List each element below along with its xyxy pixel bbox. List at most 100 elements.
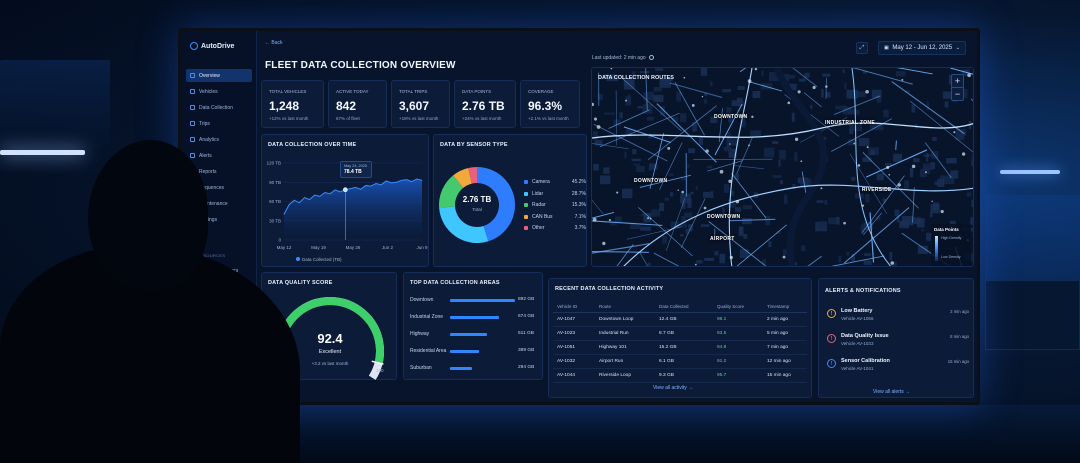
sidebar-item-alerts[interactable]: Alerts — [186, 149, 252, 162]
zoom-out-button[interactable]: − — [954, 89, 961, 99]
kpi-card[interactable]: Coverage 96.3% +2.1% vs last month — [520, 80, 580, 128]
area-bar — [450, 367, 472, 370]
city-block — [703, 99, 708, 104]
city-block — [862, 157, 872, 163]
legend-item[interactable]: Radar 15.3% — [524, 202, 586, 208]
nav-icon — [190, 137, 195, 142]
data-point-node — [596, 125, 601, 129]
table-row[interactable]: AV-1044 Riverside Loop 9.3 GB 95.7 15 min ag… — [553, 369, 807, 383]
city-block — [789, 75, 795, 79]
kpi-change: 67% of fleet — [336, 116, 360, 121]
legend-item[interactable]: Lidar 28.7% — [524, 191, 586, 197]
donut-slice-lidar[interactable] — [439, 206, 489, 243]
date-range-picker[interactable]: ▣ May 12 - Jun 12, 2025 ⌄ — [878, 41, 966, 55]
routes-map-canvas[interactable] — [592, 68, 974, 267]
view-all-alerts-link[interactable]: View all alerts → — [873, 389, 911, 395]
city-block — [942, 91, 952, 99]
sidebar-item-label: Analytics — [199, 136, 220, 143]
alerts-title: ALERTS & NOTIFICATIONS — [825, 288, 901, 294]
city-block — [776, 231, 781, 234]
route-segment — [638, 207, 693, 257]
kpi-card[interactable]: Active Today 842 67% of fleet — [328, 80, 387, 128]
alert-item[interactable]: ! Low Battery Vehicle AV-1056 2 min ago — [825, 307, 969, 327]
table-row[interactable]: AV-1023 Industrial Run 8.7 GB 93.5 5 min ago — [553, 327, 807, 341]
city-block — [930, 203, 940, 214]
chevron-down-icon: ⌄ — [955, 45, 960, 51]
area-row[interactable]: Residential Area 389 GB — [410, 348, 538, 356]
city-block — [904, 180, 910, 189]
sidebar-item-vehicles[interactable]: Vehicles — [186, 85, 252, 98]
city-block — [865, 193, 870, 203]
city-block — [681, 177, 687, 181]
kpi-change: +18% vs last month — [399, 116, 439, 121]
table-header-row: Vehicle ID Route Data Collected Quality Sco… — [553, 301, 807, 313]
data-point — [380, 184, 382, 186]
city-block — [743, 234, 748, 239]
city-block — [619, 112, 623, 119]
city-block — [809, 105, 813, 109]
app-brand[interactable]: AutoDrive — [190, 42, 234, 50]
legend-item[interactable]: Camera 45.2% — [524, 179, 586, 185]
table-row[interactable]: AV-1051 Highway 101 15.2 GB 94.8 7 min ago — [553, 341, 807, 355]
routes-map[interactable]: DATA COLLECTION ROUTES DOWNTOWN INDUSTRI… — [591, 67, 974, 267]
sidebar-item-data-collection[interactable]: Data Collection — [186, 101, 252, 114]
column-header[interactable]: Vehicle ID — [557, 304, 578, 309]
city-block — [860, 224, 865, 235]
sensor-donut-chart[interactable] — [434, 135, 524, 268]
area-bar — [450, 316, 500, 319]
city-block — [681, 215, 687, 226]
area-row[interactable]: Suburban 294 GB — [410, 365, 538, 373]
city-block — [942, 177, 955, 185]
city-block — [762, 259, 767, 265]
route-segment — [803, 92, 822, 108]
back-link[interactable]: ← Back — [265, 40, 283, 46]
kpi-card[interactable]: Total Trips 3,607 +18% vs last month — [391, 80, 450, 128]
city-block — [704, 92, 708, 97]
expand-button[interactable]: ⤢ — [856, 42, 868, 54]
alert-item[interactable]: ! Data Quality Issue Vehicle AV-1033 8 min … — [825, 332, 969, 352]
zoom-in-button[interactable]: + — [952, 75, 963, 88]
route-segment — [891, 81, 965, 135]
alert-item[interactable]: ! Sensor Calibration Vehicle AV-1041 15 min… — [825, 357, 969, 377]
sidebar-item-analytics[interactable]: Analytics — [186, 133, 252, 146]
sidebar-item-overview[interactable]: Overview — [186, 69, 252, 82]
column-header[interactable]: Route — [599, 304, 612, 309]
kpi-label: Coverage — [528, 89, 554, 94]
legend-item[interactable]: CAN Bus 7.1% — [524, 214, 586, 220]
route-segment — [800, 117, 848, 143]
column-header[interactable]: Timestamp — [767, 304, 790, 309]
data-point — [360, 188, 362, 190]
kpi-change: +24% vs last month — [462, 116, 502, 121]
table-row[interactable]: AV-1047 Downtown Loop 12.4 GB 98.1 2 min ago — [553, 313, 807, 327]
table-row[interactable]: AV-1032 Airport Run 6.1 GB 91.2 12 min ago — [553, 355, 807, 369]
city-block — [662, 235, 668, 244]
ceiling-light — [0, 150, 85, 155]
city-block — [710, 116, 718, 124]
view-all-activity-link[interactable]: View all activity → — [653, 385, 694, 391]
route-segment — [592, 212, 615, 219]
area-row[interactable]: Downtown 892 GB — [410, 297, 538, 305]
column-header[interactable]: Quality Score — [717, 304, 745, 309]
area-name: Highway — [410, 331, 430, 337]
sidebar-item-trips[interactable]: Trips — [186, 117, 252, 130]
alert-title: Data Quality Issue — [841, 333, 889, 339]
legend-item[interactable]: Other 3.7% — [524, 225, 586, 231]
donut-slice-other[interactable] — [468, 167, 477, 184]
collection-area-chart[interactable]: 0 30 TB 60 TB 90 TB 120 TB May 12 May 19 May 26… — [262, 135, 430, 268]
area-row[interactable]: Highway 511 GB — [410, 331, 538, 339]
page-title: FLEET DATA COLLECTION OVERVIEW — [265, 60, 456, 71]
kpi-card[interactable]: Data Points 2.76 TB +24% vs last month — [454, 80, 516, 128]
city-block — [911, 217, 921, 225]
legend-swatch — [524, 191, 528, 196]
donut-slice-radar[interactable] — [439, 175, 464, 208]
data-point — [304, 197, 305, 199]
city-block — [752, 90, 761, 99]
recent-activity-card: RECENT DATA COLLECTION ACTIVITY Vehicle … — [548, 278, 812, 398]
donut-slice-can-bus[interactable] — [453, 168, 472, 188]
donut-slice-camera[interactable] — [477, 167, 515, 242]
kpi-card[interactable]: Total Vehicles 1,248 +12% vs last month — [261, 80, 324, 128]
column-header[interactable]: Data Collected — [659, 304, 689, 309]
alert-vehicle: Vehicle AV-1033 — [841, 341, 874, 346]
highlighted-point[interactable] — [343, 187, 348, 192]
area-row[interactable]: Industrial Zone 674 GB — [410, 314, 538, 322]
